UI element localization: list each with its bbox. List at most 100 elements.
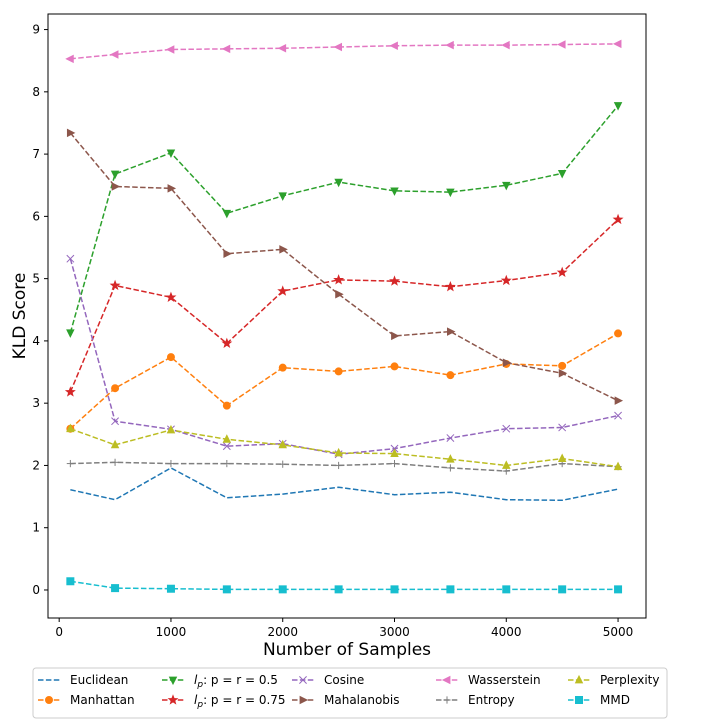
data-point [167,184,177,193]
data-point [334,178,343,188]
y-axis-label: KLD Score [10,273,30,360]
legend-item: Mahalanobis [292,693,400,707]
legend-label-suffix: : p = r = 0.5 [203,673,278,687]
data-point [66,329,75,338]
data-point-shape [445,40,454,50]
x-tick-label: 3000 [379,625,410,639]
legend-swatch-marker-shape [168,676,178,686]
series-line [69,332,619,430]
data-point [111,458,119,466]
data-point [110,439,120,449]
legend-swatch-marker [168,676,178,686]
data-point [557,40,566,49]
data-point-shape [502,460,511,469]
data-point [614,329,623,338]
legend-swatch-marker-shape [299,695,309,705]
data-point-shape [66,329,75,338]
y-tick-label: 9 [32,23,40,37]
data-point [334,447,343,457]
data-point-shape [222,585,231,594]
data-point [166,424,176,434]
data-point [445,40,454,50]
legend-label: Mahalanobis [324,693,400,707]
data-point-shape [501,40,510,50]
data-point [109,279,121,291]
data-point [335,461,343,470]
legend-swatch-marker [167,694,179,705]
series-line [70,467,619,502]
data-point-shape [446,371,455,380]
data-point [223,459,231,468]
data-point [335,289,344,299]
series-layer [64,39,624,594]
data-point-shape [222,434,232,443]
data-point [614,585,623,594]
legend-item: Perplexity [568,673,660,687]
data-point [279,460,287,468]
legend-swatch-marker-shape [299,676,307,684]
x-tick-label: 0 [55,625,63,639]
data-point [501,40,510,50]
data-point [446,371,455,380]
data-point-shape [66,423,75,433]
data-point-shape [64,386,76,397]
legend-label-subscript: p [196,680,203,690]
plot-frame [47,13,647,619]
data-point-shape [223,249,232,258]
legend-swatch-marker [45,696,54,705]
data-point [389,41,398,51]
data-point [66,423,75,433]
legend-item: MMD [568,693,630,707]
x-tick-label: 5000 [603,625,634,639]
data-point-shape [502,181,511,191]
legend-swatch-marker-shape [45,696,54,705]
series-6 [65,39,622,64]
data-point-shape [222,401,231,410]
data-point [334,367,343,376]
legend-swatch-marker [441,675,451,685]
data-point-shape [333,274,345,285]
data-point-shape [446,454,455,463]
data-point [66,128,76,138]
data-point [110,170,120,180]
legend-swatch-marker [574,674,584,684]
legend-item: lp: p = r = 0.75 [162,693,286,710]
data-point [444,280,456,292]
x-tick-label: 1000 [156,625,187,639]
data-point [390,187,399,196]
data-point-shape [111,384,120,393]
data-point [558,361,567,370]
data-point [166,149,176,158]
data-point [278,585,287,594]
data-point-shape [390,187,399,196]
legend-label: Perplexity [600,673,660,687]
data-point-shape [111,417,120,426]
data-point [65,54,74,64]
data-point [66,459,74,468]
data-point [502,424,511,433]
legend-swatch-marker-shape [574,674,584,684]
x-tick-label: 4000 [491,625,522,639]
data-point-shape [614,585,623,594]
data-point-shape [166,424,176,434]
data-point-shape [557,40,566,49]
data-point-shape [500,274,512,286]
data-point [222,401,231,410]
data-point-shape [278,363,287,372]
data-point-shape [614,396,624,405]
data-point [502,585,511,594]
data-point-shape [446,327,456,336]
data-point-shape [278,192,287,201]
data-point [111,417,120,426]
data-point-shape [333,42,343,52]
series-line [69,132,619,402]
legend-label: Entropy [468,693,515,707]
data-point [557,170,567,179]
series-line [70,461,619,472]
legend-item: Euclidean [38,673,128,687]
legend-swatch-marker [299,695,309,705]
data-point [66,577,75,586]
data-point [278,363,287,372]
y-ticks: 0 1 2 3 4 5 6 7 8 9 [32,23,48,597]
data-point [613,102,623,111]
